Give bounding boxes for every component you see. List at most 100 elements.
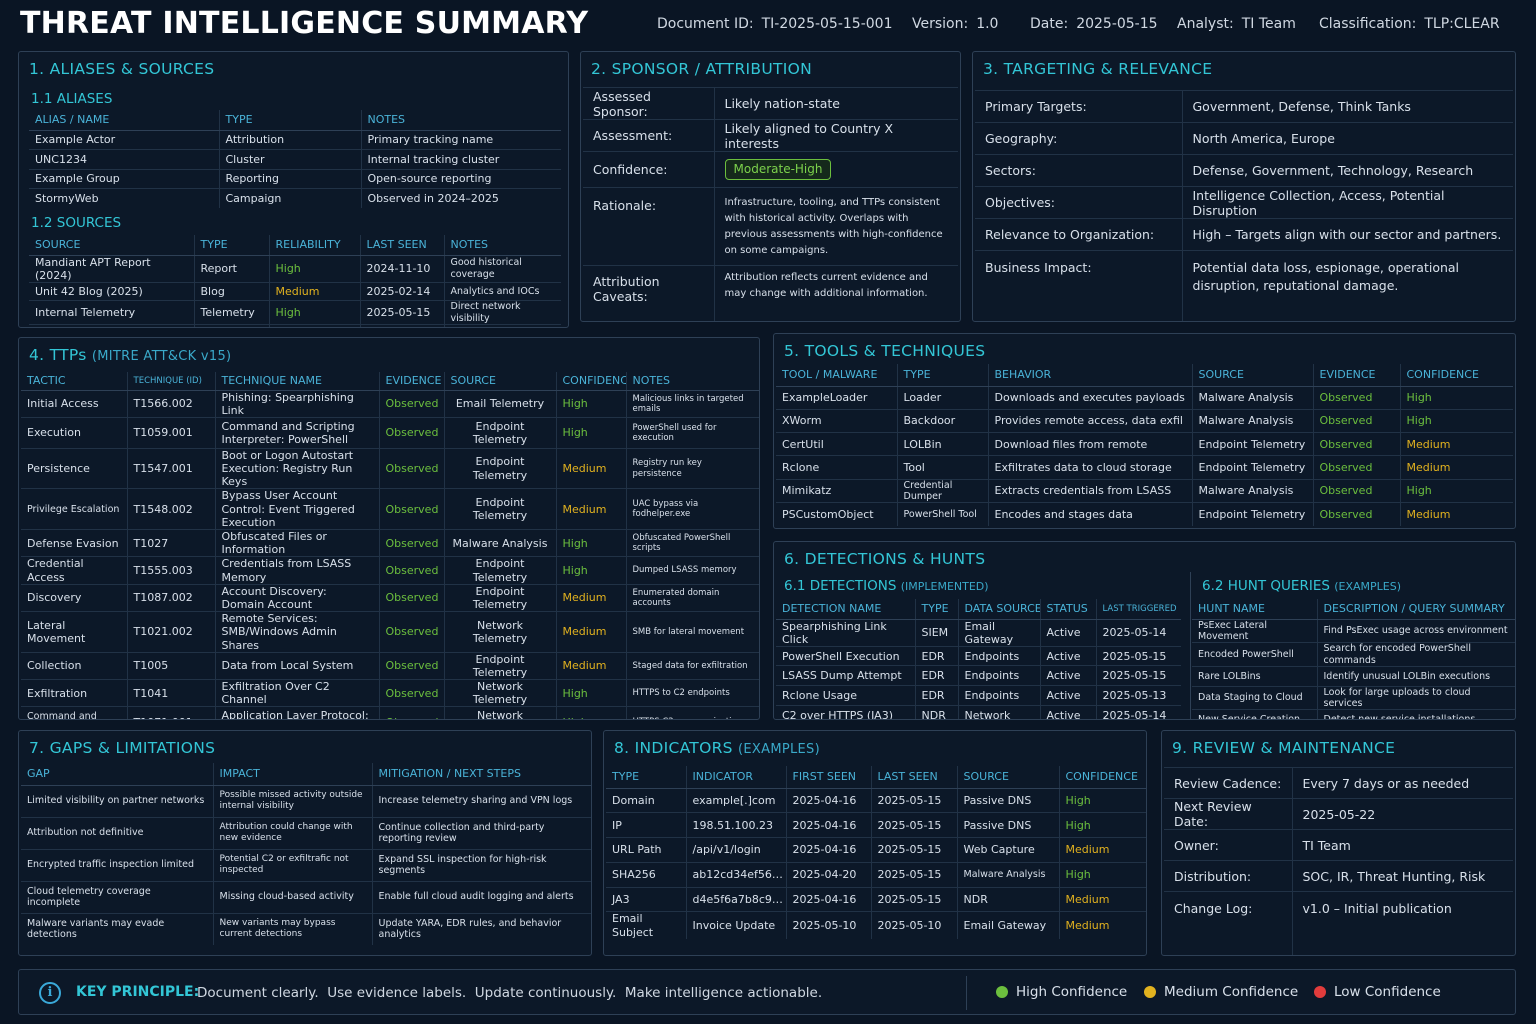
table-row: Primary Targets: Government, Defense, Thi…	[975, 90, 1513, 123]
column-header: DETECTION NAME	[776, 599, 915, 620]
indicators-table: TYPE INDICATOR FIRST SEEN LAST SEEN SOURCE CO…	[606, 766, 1146, 939]
ttps-table: TACTIC TECHNIQUE (ID) TECHNIQUE NAME EVIDEN…	[21, 372, 759, 719]
table-cell: d4e5f6a7b8c9…	[685, 886, 786, 912]
column-header: CONFIDENCE	[555, 372, 626, 391]
table-cell: Reporting	[218, 168, 361, 189]
field-value: Potential data loss, espionage, operatio…	[1181, 250, 1513, 321]
table-cell: Endpoint Telemetry	[443, 651, 556, 680]
table-cell: Loader	[896, 385, 988, 410]
table-cell: Mandiant APT Report (2024)	[29, 254, 194, 283]
column-header: LAST SEEN	[359, 235, 444, 256]
table-cell: High	[555, 706, 626, 719]
column-header: NOTES	[443, 235, 561, 256]
table-cell: Data from Local System	[214, 651, 379, 680]
table-cell: 2025-05-14	[1095, 618, 1181, 647]
table-cell: Rclone Usage	[776, 685, 915, 706]
table-cell: Malware variants may evade detections	[21, 912, 213, 945]
ttps-panel: 4. TTPs (MITRE ATT&CK v15) TACTIC TECHNIQ…	[18, 337, 760, 720]
column-header: NOTES	[625, 372, 759, 391]
aliases-title: 1.1 ALIASES	[31, 91, 113, 107]
table-row: Encrypted traffic inspection limited Pote…	[21, 848, 591, 881]
table-cell: Look for large uploads to cloud services	[1316, 685, 1515, 710]
column-header: CONFIDENCE	[1058, 766, 1146, 789]
key-principle-label: KEY PRINCIPLE:	[76, 984, 200, 1000]
table-cell: Medium	[1058, 886, 1146, 912]
table-cell: Exfiltrates data to cloud storage	[987, 455, 1192, 480]
table-header-row: SOURCE TYPE RELIABILITY LAST SEEN NOTES	[29, 235, 561, 256]
table-cell: Encrypted traffic inspection limited	[21, 848, 213, 881]
field-label: Relevance to Organization:	[975, 218, 1182, 251]
table-cell: UAC bypass via fodhelper.exe	[625, 488, 759, 530]
table-cell: Credential Access	[21, 556, 127, 585]
table-row: Spearphishing Link Click SIEM Email Gatewa…	[776, 618, 1181, 647]
table-row: StormyWeb Campaign Observed in 2024–2025	[29, 188, 561, 208]
table-cell: Download files from remote	[987, 432, 1192, 456]
page-title: THREAT INTELLIGENCE SUMMARY	[20, 6, 589, 41]
table-cell: T1041	[126, 679, 215, 707]
table-row: Domain example[.]com 2025-04-16 2025-05-15 P…	[606, 787, 1146, 813]
gaps-panel: 7. GAPS & LIMITATIONS GAP IMPACT MITIGATIO…	[18, 730, 592, 956]
table-row: New Service Creation Detect new service i…	[1192, 709, 1515, 719]
table-cell: LSASS Dump Attempt	[776, 665, 915, 686]
column-header: INDICATOR	[685, 766, 786, 789]
table-cell: Malicious links in targeted emails	[625, 389, 759, 418]
table-cell: 2025-05-15	[359, 324, 444, 327]
table-cell: Spearphishing Link Click	[776, 618, 915, 647]
table-row: Malware variants may evade detections New…	[21, 912, 591, 945]
table-cell: High	[555, 528, 626, 557]
field-value: Government, Defense, Think Tanks	[1181, 90, 1513, 123]
table-cell: Boot or Logon Autostart Execution: Regis…	[214, 447, 379, 489]
column-header: CONFIDENCE	[1399, 364, 1513, 387]
table-cell: Network Telemetry	[443, 611, 556, 653]
table-cell: StormyWeb	[29, 188, 219, 208]
field-label: Next Review Date:	[1164, 798, 1292, 830]
table-cell: Endpoint Telemetry	[443, 416, 556, 449]
column-header: BEHAVIOR	[987, 364, 1192, 387]
table-cell: Malware Analysis	[956, 861, 1059, 888]
table-cell: /api/v1/login	[685, 837, 786, 863]
table-cell: Observed	[378, 556, 444, 585]
table-cell: EDR	[914, 665, 958, 686]
doc-id: Document ID: TI-2025-05-15-001	[657, 16, 893, 32]
table-row: Unit 42 Blog (2025) Blog Medium 2025-02-14 A…	[29, 281, 561, 301]
table-cell: Malware Analysis	[443, 528, 556, 557]
table-cell: Possible missed activity outside interna…	[212, 784, 372, 817]
table-cell: HTTPS C2 communications	[625, 706, 759, 719]
table-cell: Detect new service installations	[1316, 709, 1515, 719]
table-row: Example Actor Attribution Primary tracking…	[29, 129, 561, 150]
sources-table: SOURCE TYPE RELIABILITY LAST SEEN NOTES Mandi…	[29, 235, 561, 327]
table-cell: Endpoint Telemetry	[443, 556, 556, 585]
table-cell: 2025-04-16	[785, 837, 871, 863]
table-cell: SMB for lateral movement	[625, 611, 759, 653]
table-cell: Potential C2 or exfiltrafic not inspecte…	[212, 848, 372, 881]
review-table: Review Cadence: Every 7 days or as needed…	[1164, 767, 1513, 955]
table-row: Distribution: SOC, IR, Threat Hunting, Ri…	[1164, 860, 1513, 892]
table-row: Mimikatz Credential Dumper Extracts creden…	[776, 478, 1513, 503]
table-cell: Direct network visibility	[443, 300, 561, 325]
table-cell: T1547.001	[126, 447, 215, 489]
column-header: LAST SEEN	[870, 766, 957, 789]
tools-table: TOOL / MALWARE TYPE BEHAVIOR SOURCE EVIDENCE…	[776, 364, 1513, 527]
table-cell: Attribution not definitive	[21, 816, 213, 849]
key-principle-bar: i KEY PRINCIPLE: Document clearly. Use e…	[18, 969, 1516, 1015]
table-cell: Telemetry	[193, 300, 269, 325]
table-cell: Command and Scripting Interpreter: Power…	[214, 416, 379, 449]
table-cell: Exfiltration Over C2 Channel	[214, 679, 379, 707]
table-cell: HTTPS to C2 endpoints	[625, 679, 759, 707]
table-cell: 198.51.100.23	[685, 812, 786, 838]
field-value: SOC, IR, Threat Hunting, Risk	[1291, 860, 1513, 892]
table-row: Next Review Date: 2025-05-22	[1164, 798, 1513, 830]
table-cell: PowerShell Tool	[896, 502, 988, 527]
table-cell: Unit 42 Blog (2025)	[29, 281, 194, 301]
table-cell: 2025-05-15	[359, 300, 444, 325]
table-cell: XWorm	[776, 408, 897, 433]
table-cell: Continue collection and third-party repo…	[371, 816, 591, 849]
field-value: High – Targets align with our sector and…	[1181, 218, 1513, 251]
table-cell: Obfuscated Files or Information	[214, 528, 379, 557]
table-header-row: GAP IMPACT MITIGATION / NEXT STEPS	[21, 763, 591, 786]
table-cell: Application Layer Protocol: Web Protocol…	[214, 706, 379, 719]
table-cell: Observed	[378, 528, 444, 557]
table-cell: 2025-05-13	[1095, 685, 1181, 706]
table-cell: Observed	[378, 706, 444, 719]
table-cell: IP	[606, 812, 686, 838]
